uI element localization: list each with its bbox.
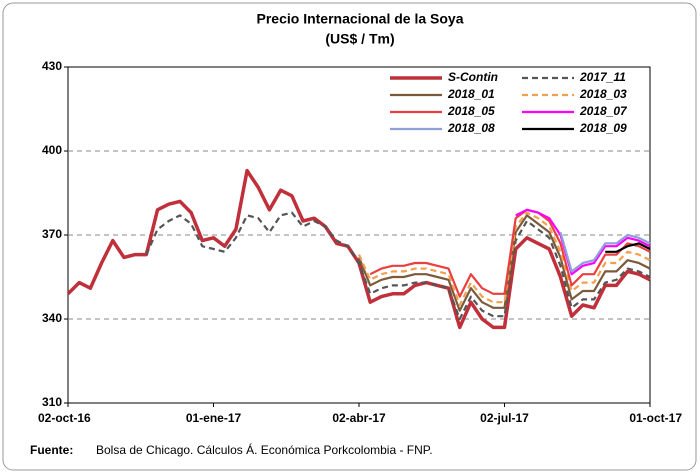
y-tick-label: 370 [42,227,62,241]
y-tick-label: 340 [42,311,62,325]
legend-label: 2018_08 [447,121,495,135]
series-line [515,208,651,276]
series-line [605,242,651,253]
x-tick-label: 02-oct-16 [38,411,91,425]
chart-subtitle: (US$ / Tm) [325,31,394,47]
x-tick-label: 02-abr-17 [332,411,386,425]
x-tick-label: 02-jul-17 [480,411,529,425]
legend-label: 2018_07 [579,104,628,118]
source-label: Fuente: [30,443,73,457]
series-line [145,211,651,321]
x-tick-label: 01-oct-17 [629,411,682,425]
legend-label: 2018_05 [447,104,495,118]
legend-label: 2018_01 [447,87,495,101]
series-line [559,231,651,273]
legend-label: 2017_11 [579,70,626,84]
series-line [357,214,651,312]
legend-label: 2018_03 [579,87,627,101]
y-tick-label: 310 [42,395,62,409]
legend-box [384,70,648,138]
x-tick-label: 01-ene-17 [186,411,242,425]
legend-label: 2018_09 [579,121,627,135]
source-text: Bolsa de Chicago. Cálculos Á. Económica … [96,442,433,457]
chart-title: Precio Internacional de la Soya [257,11,464,27]
y-tick-label: 430 [42,59,62,73]
y-tick-label: 400 [42,143,62,157]
series-line [369,208,651,298]
legend-label: S-Contin [448,70,498,84]
